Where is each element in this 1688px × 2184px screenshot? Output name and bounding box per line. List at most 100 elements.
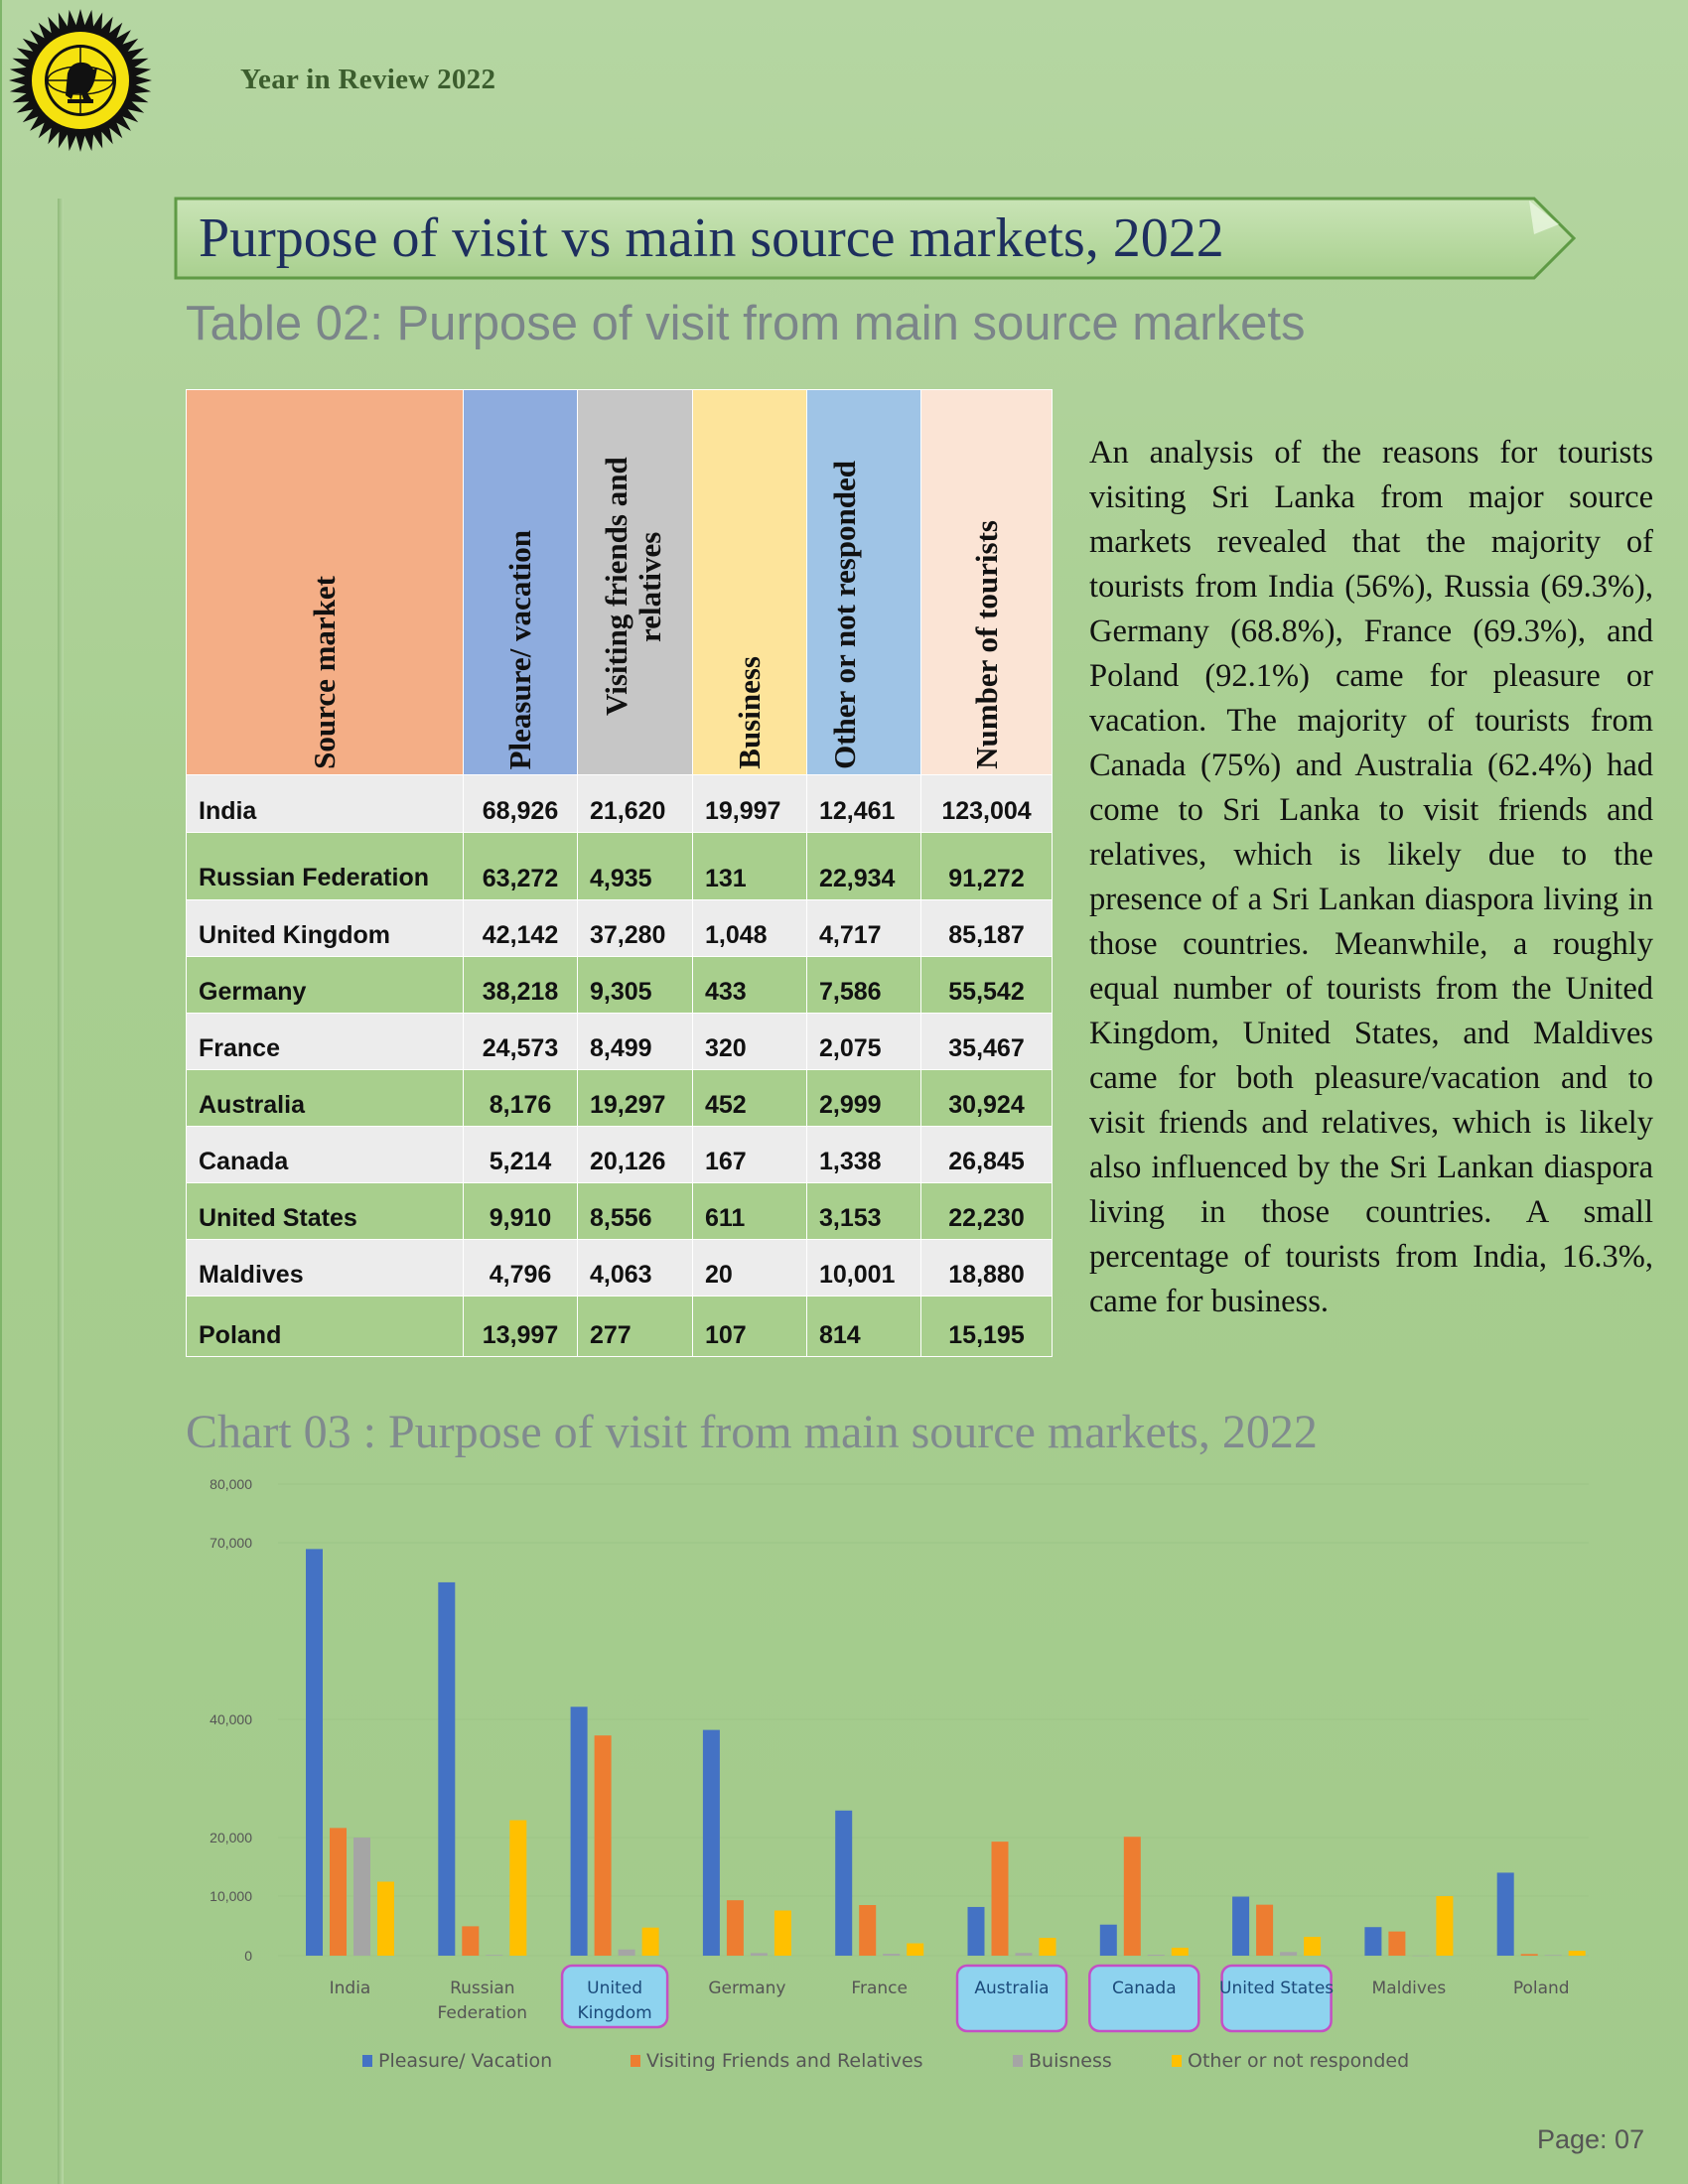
- cell-other: 1,338: [806, 1126, 921, 1183]
- bar: [353, 1838, 370, 1956]
- purpose-of-visit-table: Source market Pleasure/ vacation Visitin…: [186, 389, 1053, 1357]
- cell-pleasure: 8,176: [463, 1069, 578, 1127]
- cell-pleasure: 5,214: [463, 1126, 578, 1183]
- header-title: Year in Review 2022: [240, 64, 496, 95]
- y-tick-label: 10,000: [210, 1888, 252, 1904]
- bar: [907, 1943, 924, 1956]
- bar: [1364, 1927, 1382, 1956]
- cell-vfr: 21,620: [577, 774, 693, 833]
- bar: [1412, 1955, 1430, 1957]
- cell-business: 611: [692, 1182, 807, 1240]
- legend-swatch: [1172, 2055, 1182, 2067]
- analysis-paragraph: An analysis of the reasons for tourists …: [1089, 435, 1653, 1319]
- x-category-label: United States: [1219, 1979, 1334, 1998]
- table-row: United States 9,910 8,556 611 3,153 22,230: [186, 1182, 1053, 1240]
- x-category-label: Australia: [974, 1979, 1049, 1998]
- x-category-label: India: [330, 1979, 371, 1998]
- bar: [509, 1820, 527, 1956]
- cell-vfr: 9,305: [577, 956, 693, 1014]
- cell-pleasure: 38,218: [463, 956, 578, 1014]
- header-label: Business: [732, 656, 767, 769]
- cell-market: Germany: [186, 956, 464, 1014]
- cell-market: Canada: [186, 1126, 464, 1183]
- bar: [1436, 1895, 1454, 1956]
- cell-vfr: 8,499: [577, 1013, 693, 1070]
- cell-business: 1,048: [692, 899, 807, 957]
- header-total: Number of tourists: [920, 389, 1053, 775]
- cell-total: 123,004: [920, 774, 1053, 833]
- cell-pleasure: 42,142: [463, 899, 578, 957]
- cell-other: 22,934: [806, 832, 921, 900]
- header-label: Visiting friends and relatives: [598, 457, 667, 717]
- table-row: Poland 13,997 277 107 814 15,195: [186, 1296, 1053, 1357]
- cell-vfr: 4,063: [577, 1239, 693, 1297]
- cell-total: 85,187: [920, 899, 1053, 957]
- cell-market: Russian Federation: [186, 832, 464, 900]
- header-business: Business: [692, 389, 807, 775]
- table-row: Germany 38,218 9,305 433 7,586 55,542: [186, 956, 1053, 1014]
- header-other: Other or not responded: [806, 389, 921, 775]
- cell-vfr: 20,126: [577, 1126, 693, 1183]
- y-tick-label: 0: [244, 1948, 252, 1964]
- x-category-label: Russian: [450, 1979, 514, 1998]
- table-header-row: Source market Pleasure/ vacation Visitin…: [186, 389, 1053, 775]
- cell-market: United Kingdom: [186, 899, 464, 957]
- header-label: Source market: [307, 576, 342, 769]
- table-row: United Kingdom 42,142 37,280 1,048 4,717 85,1…: [186, 899, 1053, 957]
- bar: [1232, 1896, 1250, 1956]
- cell-total: 26,845: [920, 1126, 1053, 1183]
- bar: [438, 1581, 456, 1956]
- category-highlight: [560, 1964, 669, 2029]
- cell-other: 12,461: [806, 774, 921, 833]
- cell-total: 35,467: [920, 1013, 1053, 1070]
- cell-business: 131: [692, 832, 807, 900]
- cell-other: 2,075: [806, 1013, 921, 1070]
- cell-pleasure: 24,573: [463, 1013, 578, 1070]
- cell-vfr: 277: [577, 1296, 693, 1357]
- bar: [835, 1810, 853, 1956]
- x-category-label: France: [851, 1979, 908, 1998]
- header-label: Other or not responded: [827, 461, 862, 769]
- table-row: Maldives 4,796 4,063 20 10,001 18,880: [186, 1239, 1053, 1297]
- section-title: Purpose of visit vs main source markets,…: [199, 207, 1224, 269]
- bar: [883, 1954, 901, 1956]
- bar: [377, 1881, 394, 1956]
- x-category-label: Germany: [708, 1979, 785, 1998]
- bar: [967, 1906, 985, 1956]
- page-number: Page: 07: [1537, 2124, 1645, 2154]
- bar: [618, 1949, 635, 1956]
- cell-other: 814: [806, 1296, 921, 1357]
- table-row: Canada 5,214 20,126 167 1,338 26,845: [186, 1126, 1053, 1183]
- bar: [750, 1953, 768, 1956]
- header-label: Number of tourists: [968, 520, 1004, 769]
- cell-business: 19,997: [692, 774, 807, 833]
- legend-swatch: [631, 2055, 640, 2067]
- category-highlight: [955, 1964, 1068, 2033]
- bar: [1544, 1955, 1562, 1956]
- header-pleasure: Pleasure/ vacation: [463, 389, 578, 775]
- cell-market: India: [186, 774, 464, 833]
- cell-total: 15,195: [920, 1296, 1053, 1357]
- header-label: Pleasure/ vacation: [502, 529, 537, 769]
- cell-vfr: 4,935: [577, 832, 693, 900]
- cell-market: Poland: [186, 1296, 464, 1357]
- cell-total: 18,880: [920, 1239, 1053, 1297]
- legend-label: Pleasure/ Vacation: [378, 2050, 552, 2072]
- table-row: Russian Federation 63,272 4,935 131 22,934 91…: [186, 832, 1053, 900]
- bar: [570, 1706, 588, 1956]
- bar: [1099, 1924, 1117, 1956]
- cell-pleasure: 63,272: [463, 832, 578, 900]
- bar: [1171, 1947, 1189, 1956]
- cell-pleasure: 13,997: [463, 1296, 578, 1357]
- side-decorative-bar: [58, 199, 64, 2184]
- cell-business: 107: [692, 1296, 807, 1357]
- bar: [1280, 1952, 1298, 1956]
- cell-pleasure: 4,796: [463, 1239, 578, 1297]
- bar: [702, 1729, 720, 1956]
- legend-label: Other or not responded: [1188, 2050, 1409, 2072]
- cell-vfr: 19,297: [577, 1069, 693, 1127]
- x-category-label: Federation: [438, 2003, 528, 2023]
- bar: [330, 1828, 347, 1956]
- bar: [1147, 1954, 1165, 1956]
- bar: [1520, 1954, 1538, 1956]
